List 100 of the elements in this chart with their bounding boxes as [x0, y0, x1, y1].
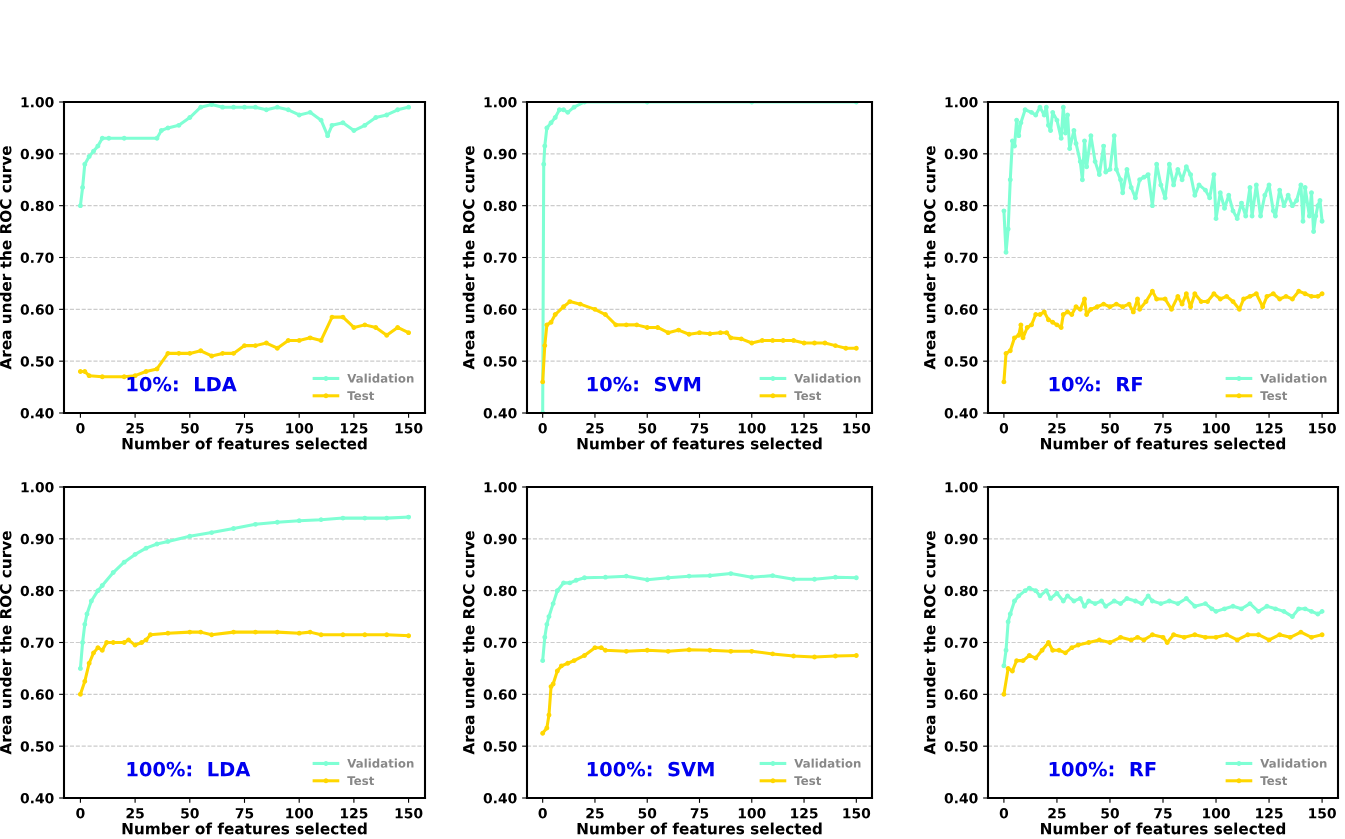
annotation: 10%: RF: [1049, 376, 1142, 392]
y-axis-title: Area under the ROC curve: [462, 146, 475, 370]
y-tick-label: 0.90: [944, 148, 978, 160]
x-axis-title: Number of features selected: [122, 437, 367, 450]
y-tick-label: 0.60: [483, 304, 517, 315]
x-tick-label: 100: [286, 422, 314, 434]
annotation: 10%: SVM: [587, 376, 701, 392]
y-tick-label: 0.80: [483, 200, 517, 212]
y-axis-title: Area under the ROC curve: [923, 531, 936, 755]
legend-label: Test: [1260, 391, 1288, 401]
x-tick-label: 50: [181, 422, 199, 434]
y-tick-label: 0.70: [20, 637, 54, 648]
annotation: 10%: LDA: [127, 376, 237, 392]
legend-label: Validation: [347, 758, 414, 768]
x-tick-label: 125: [791, 807, 818, 819]
y-tick-label: 0.60: [20, 689, 54, 700]
y-tick-label: 0.60: [944, 304, 978, 315]
y-tick-label: 1.00: [21, 481, 54, 493]
x-axis-title: Number of features selected: [1041, 437, 1286, 450]
legend-label: Test: [794, 391, 822, 401]
y-tick-label: 0.50: [944, 741, 978, 752]
x-tick-label: 125: [1256, 807, 1283, 819]
x-tick-label: 100: [738, 807, 766, 819]
x-tick-label: 75: [235, 808, 254, 819]
annotation: 100%: LDA: [127, 761, 251, 777]
y-tick-label: 1.00: [484, 96, 517, 108]
x-tick-label: 150: [843, 807, 871, 819]
x-tick-label: 25: [586, 807, 604, 819]
y-tick-label: 0.40: [483, 407, 517, 419]
x-tick-label: 25: [1048, 422, 1066, 434]
x-tick-label: 150: [395, 422, 423, 434]
legend-label: Test: [347, 776, 375, 786]
x-tick-label: 125: [791, 422, 818, 434]
legend-label: Test: [794, 776, 822, 786]
y-axis-title: Area under the ROC curve: [0, 146, 12, 370]
x-tick-label: 0: [76, 807, 85, 819]
y-tick-label: 0.50: [483, 356, 517, 367]
y-tick-label: 0.60: [944, 689, 978, 700]
x-tick-label: 0: [999, 422, 1009, 434]
y-tick-label: 0.90: [20, 533, 54, 545]
x-tick-label: 75: [690, 423, 709, 434]
x-axis-title: Number of features selected: [1041, 822, 1286, 835]
legend-label: Test: [1260, 776, 1288, 786]
y-axis-title: Area under the ROC curve: [0, 531, 12, 755]
annotation: 100%: RF: [1049, 761, 1156, 777]
x-tick-label: 100: [1203, 422, 1230, 434]
y-tick-label: 0.50: [20, 741, 54, 752]
y-axis-title: Area under the ROC curve: [462, 531, 475, 755]
x-axis-title: Number of features selected: [577, 822, 822, 835]
y-tick-label: 1.00: [945, 96, 978, 108]
x-tick-label: 100: [738, 422, 766, 434]
x-tick-label: 125: [340, 422, 368, 434]
legend-label: Validation: [1260, 373, 1327, 383]
legend-label: Validation: [1260, 758, 1327, 768]
legend-label: Validation: [794, 758, 861, 768]
y-tick-label: 0.40: [483, 792, 517, 804]
x-tick-label: 150: [395, 807, 423, 819]
y-tick-label: 0.70: [483, 637, 517, 648]
annotation: 100%: SVM: [587, 761, 714, 777]
x-tick-label: 75: [235, 423, 254, 434]
legend-label: Validation: [794, 373, 861, 383]
y-tick-label: 0.80: [944, 585, 978, 597]
y-tick-label: 0.40: [944, 792, 978, 804]
x-tick-label: 75: [1154, 423, 1172, 434]
x-tick-label: 50: [638, 422, 657, 434]
y-tick-label: 0.50: [20, 356, 54, 367]
x-tick-label: 25: [126, 807, 144, 819]
x-tick-label: 25: [1048, 807, 1066, 819]
x-tick-label: 25: [126, 422, 144, 434]
x-tick-label: 50: [1101, 422, 1119, 434]
x-tick-label: 0: [538, 422, 547, 434]
x-tick-label: 0: [999, 807, 1009, 819]
y-tick-label: 0.80: [944, 200, 978, 212]
x-tick-label: 50: [638, 807, 657, 819]
x-tick-label: 150: [843, 422, 871, 434]
y-tick-label: 0.50: [483, 741, 517, 752]
y-tick-label: 0.50: [944, 356, 978, 367]
x-tick-label: 125: [340, 807, 368, 819]
x-tick-label: 150: [1309, 807, 1336, 819]
x-tick-label: 150: [1309, 422, 1336, 434]
x-tick-label: 0: [76, 422, 85, 434]
y-tick-label: 0.80: [483, 585, 517, 597]
x-tick-label: 75: [690, 808, 709, 819]
x-tick-label: 25: [586, 422, 604, 434]
y-tick-label: 0.60: [20, 304, 54, 315]
y-tick-label: 0.90: [483, 148, 517, 160]
y-tick-label: 0.80: [20, 585, 54, 597]
y-tick-label: 0.40: [20, 407, 54, 419]
x-tick-label: 100: [286, 807, 314, 819]
y-tick-label: 1.00: [945, 481, 978, 493]
y-tick-label: 0.40: [944, 407, 978, 419]
y-tick-label: 1.00: [484, 481, 517, 493]
y-tick-label: 1.00: [21, 96, 54, 108]
x-tick-label: 50: [1101, 807, 1119, 819]
x-tick-label: 75: [1154, 808, 1172, 819]
legend-label: Test: [347, 391, 375, 401]
x-tick-label: 0: [538, 807, 547, 819]
y-tick-label: 0.90: [944, 533, 978, 545]
x-axis-title: Number of features selected: [122, 822, 367, 835]
legend-label: Validation: [347, 373, 414, 383]
